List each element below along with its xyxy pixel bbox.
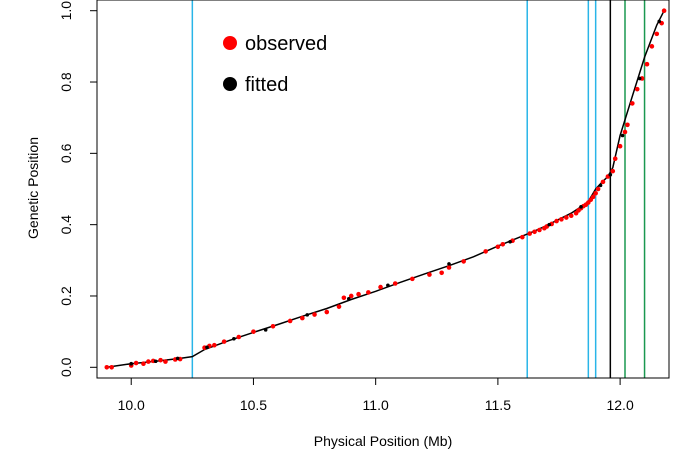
y-tick-label: 0.4 xyxy=(58,215,74,235)
observed-point xyxy=(158,357,163,363)
x-tick-label: 10.5 xyxy=(240,397,267,413)
observed-point xyxy=(564,215,569,220)
observed-point xyxy=(163,359,168,364)
fitted-point xyxy=(263,328,268,332)
observed-point xyxy=(537,227,542,233)
y-tick-label: 0.6 xyxy=(58,143,74,163)
fitted-point xyxy=(620,133,625,138)
observed-point xyxy=(212,342,217,348)
fitted-point xyxy=(579,205,583,209)
observed-point xyxy=(532,229,537,235)
observed-points xyxy=(104,8,667,370)
fitted-point xyxy=(232,336,236,341)
observed-point xyxy=(461,259,466,264)
observed-point xyxy=(336,304,342,309)
observed-point xyxy=(600,179,606,185)
observed-point xyxy=(287,318,293,324)
observed-point xyxy=(427,272,432,277)
fitted-point xyxy=(205,345,209,350)
observed-point xyxy=(300,315,305,321)
x-tick-label: 12.0 xyxy=(606,397,633,413)
observed-point xyxy=(410,276,415,282)
observed-point xyxy=(625,122,630,128)
fitted-point xyxy=(508,239,512,244)
observed-point xyxy=(341,295,347,301)
observed-point xyxy=(392,281,398,286)
legend-label-fitted: fitted xyxy=(245,74,288,96)
legend-marker-fitted xyxy=(223,77,237,91)
fitted-point xyxy=(153,359,158,364)
fitted-point xyxy=(346,297,351,301)
observed-point xyxy=(104,365,110,370)
x-tick-label: 10.0 xyxy=(118,397,145,413)
x-tick-label: 11.5 xyxy=(485,397,511,413)
observed-point xyxy=(141,361,146,367)
y-tick-label: 0.2 xyxy=(58,286,74,306)
y-axis-title: Genetic Position xyxy=(25,137,41,239)
observed-point xyxy=(612,156,618,161)
observed-point xyxy=(446,265,452,270)
observed-point xyxy=(559,217,564,222)
observed-point xyxy=(312,312,317,317)
observed-point xyxy=(348,293,354,299)
observed-point xyxy=(554,218,559,224)
marker-lines xyxy=(191,0,646,378)
fitted-point xyxy=(175,356,180,361)
observed-point xyxy=(133,360,139,366)
fitted-point xyxy=(386,283,390,288)
fitted-point xyxy=(598,183,603,188)
observed-point xyxy=(610,168,616,174)
observed-point xyxy=(270,323,276,329)
plot-frame xyxy=(96,0,670,379)
observed-point xyxy=(649,44,655,49)
observed-point xyxy=(495,244,501,250)
observed-point xyxy=(366,290,371,295)
fitted-line xyxy=(106,10,665,369)
fitted-point xyxy=(305,313,310,317)
observed-point xyxy=(644,61,650,67)
y-tick-label: 0.0 xyxy=(58,357,74,377)
observed-point xyxy=(590,194,596,200)
fitted-points xyxy=(129,19,662,366)
x-tick-label: 11.0 xyxy=(363,397,389,413)
observed-point xyxy=(483,249,488,254)
observed-point xyxy=(654,31,660,37)
fitted-point xyxy=(657,19,662,24)
observed-point xyxy=(593,190,598,196)
x-axis: 10.0 10.5 11.0 11.5 12.0 xyxy=(118,377,634,413)
observed-point xyxy=(324,309,330,315)
observed-point xyxy=(378,284,383,290)
observed-point xyxy=(221,339,227,344)
observed-point xyxy=(622,129,628,135)
fitted-point xyxy=(547,222,552,227)
observed-point xyxy=(146,359,151,364)
legend-marker-observed xyxy=(223,36,237,50)
y-tick-label: 1.0 xyxy=(58,1,74,21)
fitted-point xyxy=(608,172,613,177)
fitted-point xyxy=(129,361,134,366)
observed-point xyxy=(109,365,114,370)
observed-point xyxy=(527,231,532,236)
fitted-line-group xyxy=(106,10,665,369)
observed-point xyxy=(500,241,506,247)
observed-point xyxy=(595,186,601,192)
legend: observed fitted xyxy=(223,33,327,96)
observed-point xyxy=(630,101,635,106)
fitted-point xyxy=(637,76,642,81)
observed-point xyxy=(520,234,525,240)
observed-point xyxy=(356,291,361,297)
legend-label-observed: observed xyxy=(245,33,327,55)
observed-point xyxy=(439,270,444,276)
x-axis-title: Physical Position (Mb) xyxy=(314,433,453,449)
observed-point xyxy=(568,213,574,219)
observed-point xyxy=(251,329,256,334)
fitted-point xyxy=(447,262,451,266)
observed-point xyxy=(617,143,623,149)
observed-point xyxy=(634,86,640,92)
observed-point xyxy=(236,334,242,340)
y-tick-label: 0.8 xyxy=(58,72,74,92)
y-axis: 0.0 0.2 0.4 0.6 0.8 1.0 xyxy=(58,1,98,377)
observed-point xyxy=(661,8,667,13)
